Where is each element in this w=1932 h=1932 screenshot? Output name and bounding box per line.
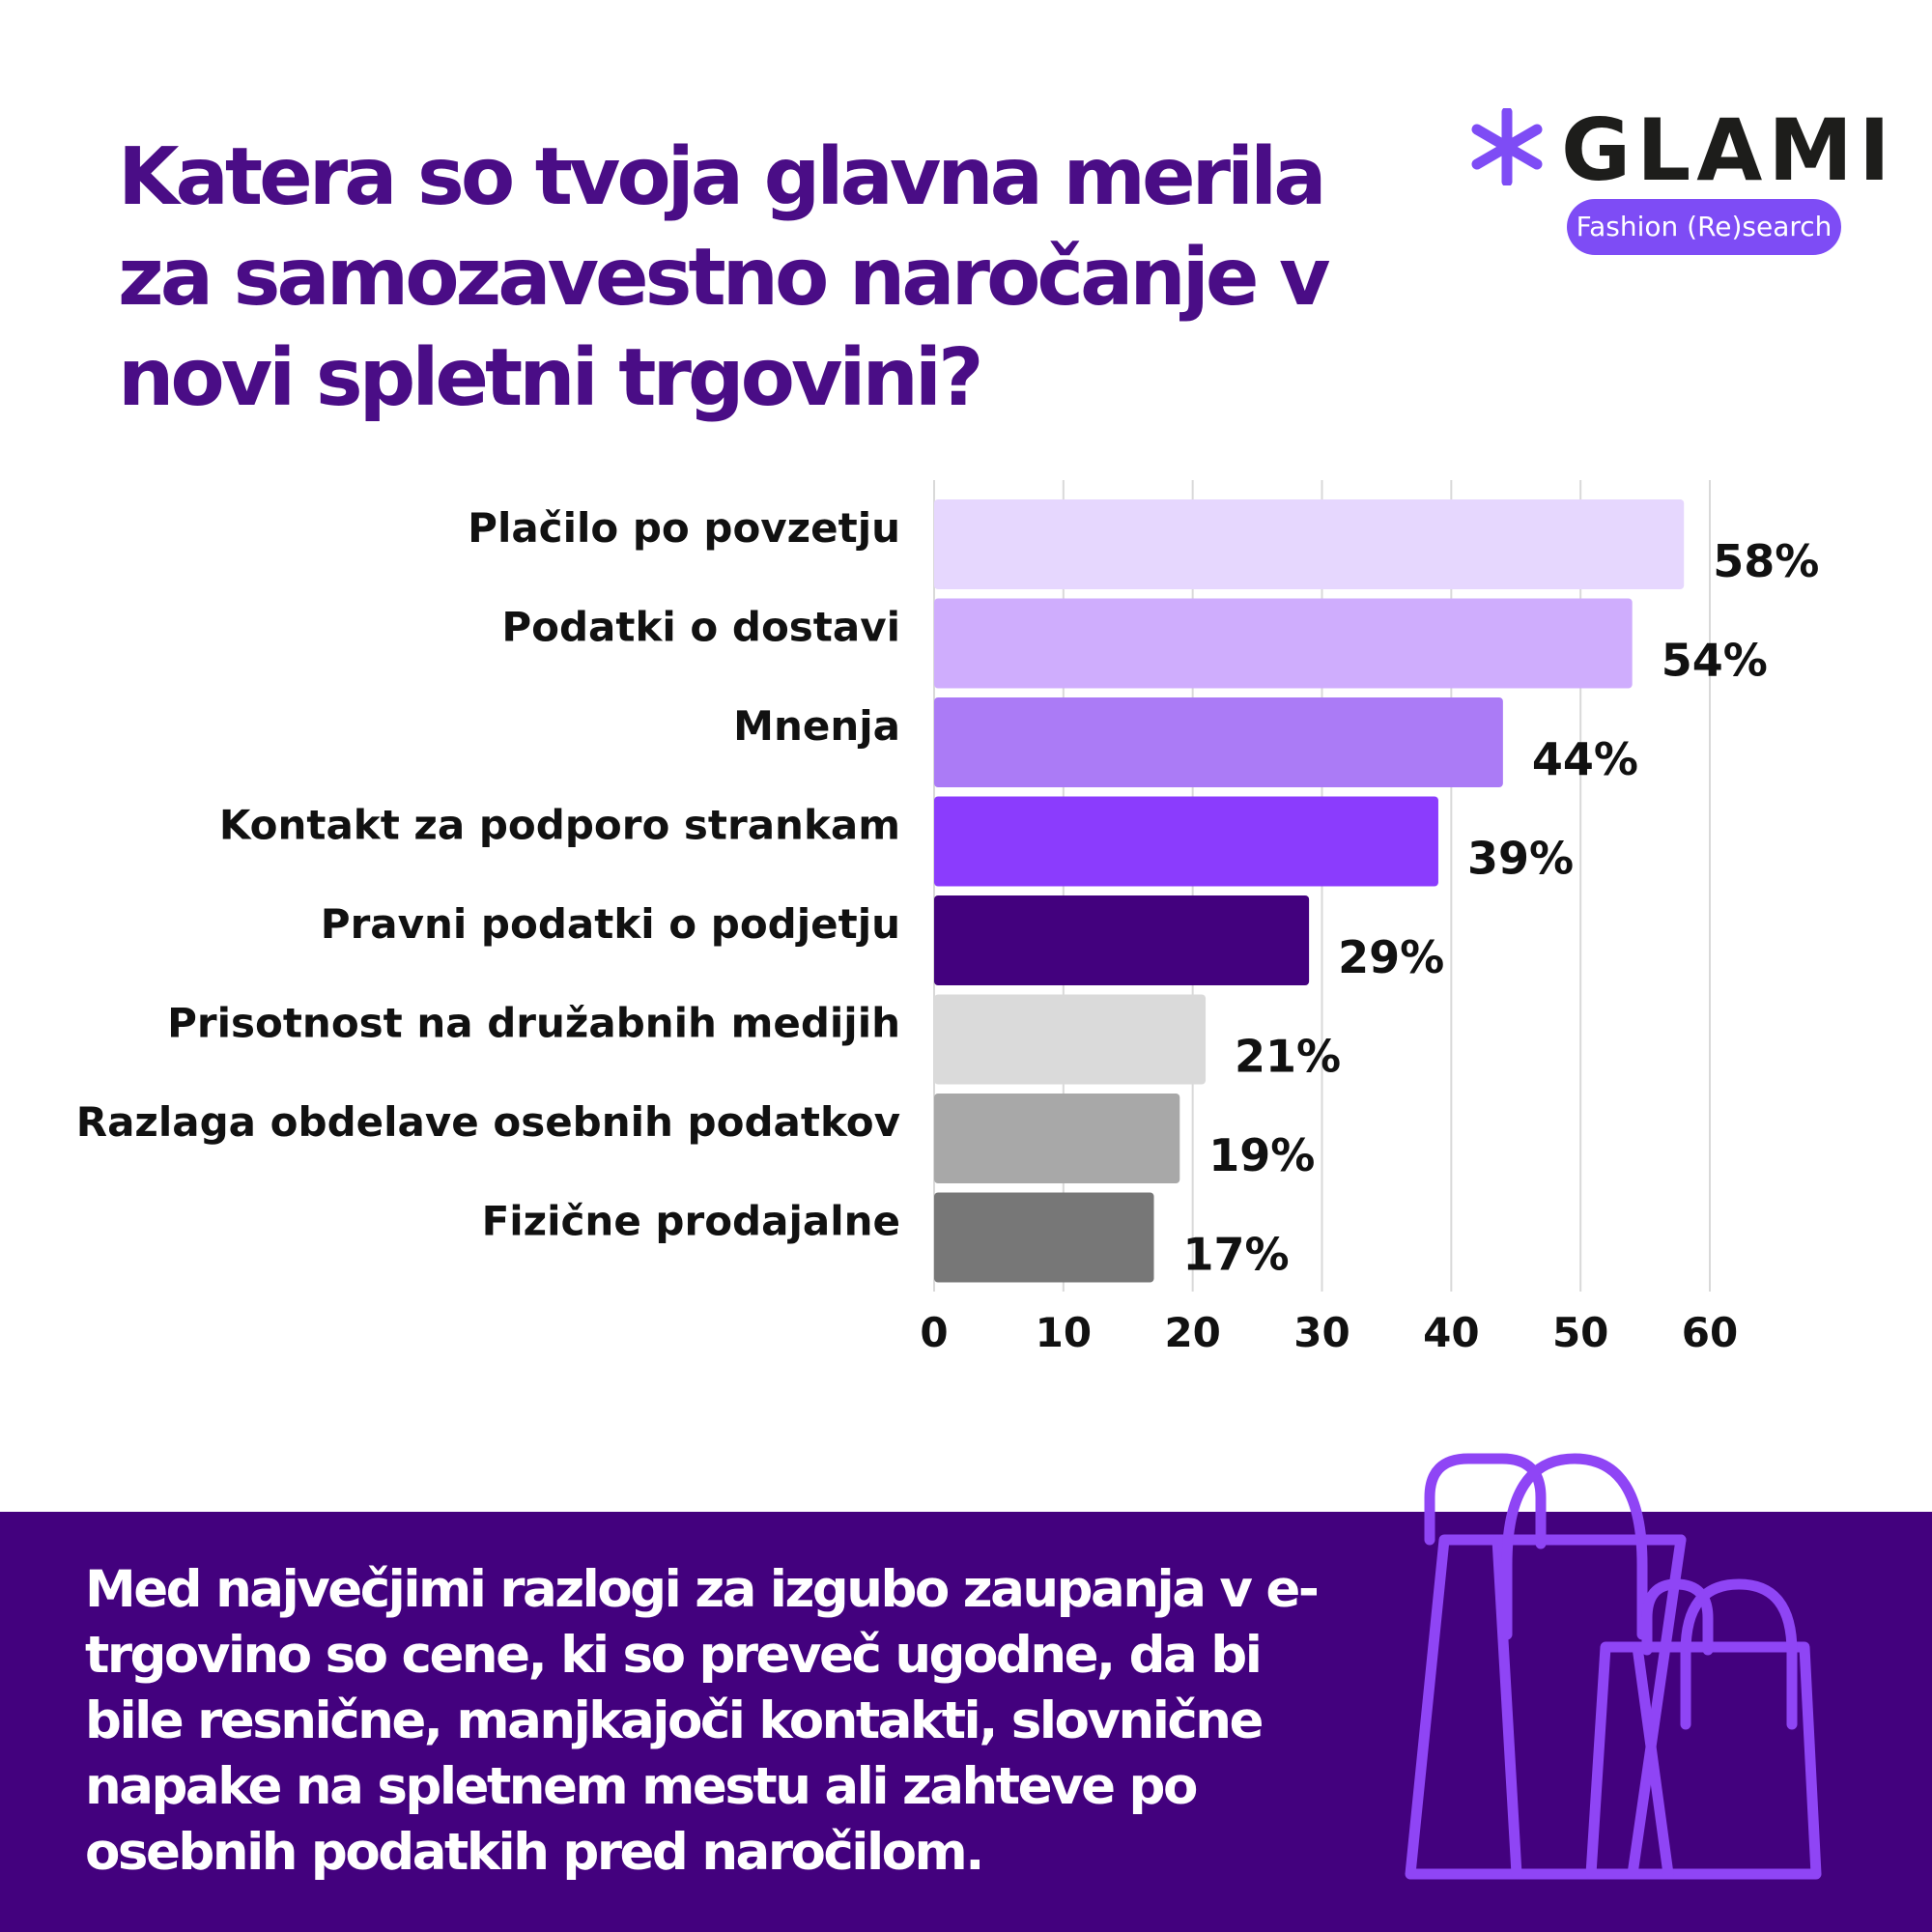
x-tick-label: 0 <box>920 1309 948 1356</box>
data-label: 44% <box>1532 733 1638 785</box>
category-label: Kontakt za podporo strankam <box>219 802 900 849</box>
x-tick-label: 50 <box>1552 1309 1608 1356</box>
data-label: 58% <box>1713 535 1819 587</box>
footer-text: Med največjimi razlogi za izgubo zaupanj… <box>85 1560 1320 1882</box>
shopping-bags-icon <box>1405 1453 1822 1880</box>
bar <box>934 895 1310 985</box>
logo-wordmark: GLAMI <box>1561 100 1896 200</box>
bar <box>934 697 1503 787</box>
x-tick-label: 40 <box>1423 1309 1479 1356</box>
category-label: Plačilo po povzetju <box>468 504 900 552</box>
bar <box>934 994 1207 1085</box>
category-label: Pravni podatki o podjetju <box>321 900 900 948</box>
bar-chart: Plačilo po povzetju 58% Podatki o dostavi 5… <box>76 480 1819 1356</box>
data-label: 39% <box>1467 833 1574 885</box>
glami-logo: GLAMI Fashion (Re)search <box>1468 100 1890 259</box>
x-tick-label: 30 <box>1293 1309 1350 1356</box>
asterisk-icon <box>1471 108 1543 185</box>
x-tick-label: 60 <box>1682 1309 1738 1356</box>
bar <box>934 796 1438 887</box>
logo-badge: Fashion (Re)search <box>1567 199 1841 255</box>
bar <box>934 1094 1180 1183</box>
category-label: Razlaga obdelave osebnih podatkov <box>76 1098 900 1146</box>
data-label: 29% <box>1338 931 1444 983</box>
data-label: 17% <box>1183 1229 1290 1281</box>
bar <box>934 1192 1154 1283</box>
footer-banner: Med največjimi razlogi za izgubo zaupanj… <box>0 1512 1932 1932</box>
x-tick-label: 10 <box>1036 1309 1092 1356</box>
category-label: Podatki o dostavi <box>501 604 900 651</box>
data-label: 54% <box>1662 635 1768 687</box>
category-label: Fizične prodajalne <box>482 1198 900 1245</box>
page-title: Katera so tvoja glavna merila za samozav… <box>118 131 1330 424</box>
data-label: 19% <box>1208 1129 1315 1181</box>
data-label: 21% <box>1235 1031 1341 1083</box>
category-label: Mnenja <box>733 702 900 750</box>
bar <box>934 499 1685 589</box>
bar <box>934 598 1633 689</box>
category-label: Prisotnost na družabnih medijih <box>167 1000 900 1047</box>
x-tick-label: 20 <box>1164 1309 1220 1356</box>
